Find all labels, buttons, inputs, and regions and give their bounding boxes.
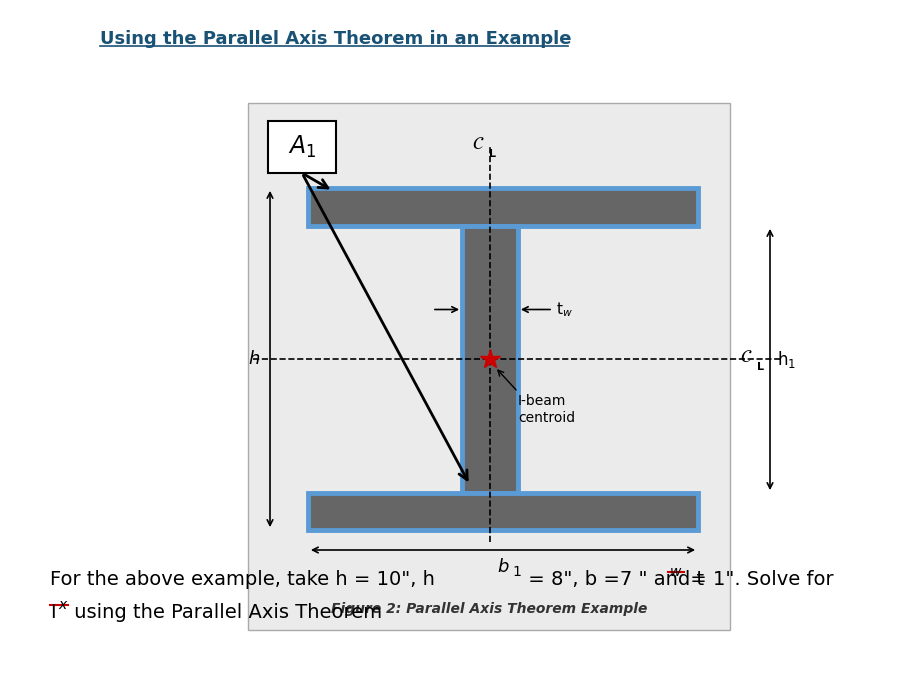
Text: h: h [249, 350, 260, 368]
Text: Using the Parallel Axis Theorem in an Example: Using the Parallel Axis Theorem in an Ex… [100, 30, 571, 48]
Text: using the Parallel Axis Theorem: using the Parallel Axis Theorem [68, 603, 382, 622]
Text: = 1". Solve for: = 1". Solve for [684, 570, 834, 589]
Text: Figure 2: Parallel Axis Theorem Example: Figure 2: Parallel Axis Theorem Example [331, 602, 647, 616]
Text: $A_1$: $A_1$ [288, 134, 316, 160]
Text: 1: 1 [512, 565, 521, 579]
Text: t$_w$: t$_w$ [556, 300, 573, 319]
Text: x: x [58, 598, 67, 612]
Bar [308, 493, 698, 530]
Text: L: L [489, 149, 496, 159]
Bar [462, 226, 518, 493]
Bar [248, 103, 730, 630]
Text: = 8", b =7 " and t: = 8", b =7 " and t [522, 570, 704, 589]
Text: b: b [497, 558, 508, 576]
Text: I: I [50, 603, 56, 622]
Text: For the above example, take h = 10", h: For the above example, take h = 10", h [50, 570, 435, 589]
Bar [308, 188, 698, 226]
Bar [268, 121, 336, 173]
Text: $\mathcal{C}$: $\mathcal{C}$ [472, 135, 484, 153]
Text: L: L [757, 362, 764, 372]
Text: w: w [670, 565, 681, 579]
Text: $\mathcal{C}$: $\mathcal{C}$ [740, 348, 752, 366]
Text: h$_1$: h$_1$ [777, 349, 796, 370]
Text: I-beam
centroid: I-beam centroid [518, 394, 575, 425]
